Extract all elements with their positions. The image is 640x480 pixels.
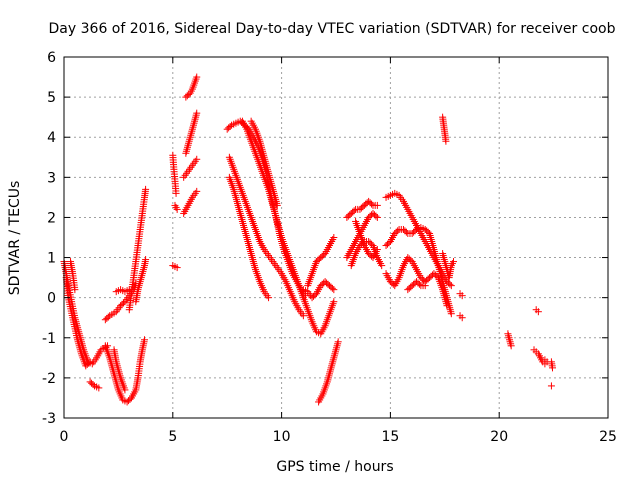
x-tick-label: 0	[60, 429, 69, 445]
data-point	[507, 342, 515, 350]
y-tick-label: 0	[47, 291, 56, 307]
data-point	[458, 314, 466, 322]
data-point	[415, 280, 423, 288]
y-tick-label: -1	[42, 331, 56, 347]
x-tick-label: 15	[381, 429, 399, 445]
data-point	[299, 312, 307, 320]
data-point	[89, 381, 97, 389]
data-point	[534, 308, 542, 316]
data-point	[193, 109, 201, 117]
y-tick-label: 6	[47, 50, 56, 66]
data-point	[458, 292, 466, 300]
y-axis-label: SDTVAR / TECUs	[7, 181, 23, 296]
data-point	[442, 137, 450, 145]
data-point	[86, 358, 94, 366]
data-point	[334, 338, 342, 346]
x-tick-label: 5	[168, 429, 177, 445]
plot-frame	[63, 56, 609, 419]
data-points	[60, 73, 557, 406]
data-point	[193, 73, 201, 81]
data-point	[193, 187, 201, 195]
x-tick-label: 10	[273, 429, 291, 445]
y-tick-label: 1	[47, 251, 56, 267]
data-point	[446, 280, 454, 288]
y-tick-label: 3	[47, 170, 56, 186]
data-point	[142, 256, 150, 264]
data-point	[95, 384, 103, 392]
data-point	[447, 282, 455, 290]
data-point	[172, 189, 180, 197]
data-point	[273, 201, 281, 209]
y-tick-label: -2	[42, 371, 56, 387]
y-tick-label: 5	[47, 90, 56, 106]
y-tick-label: 4	[47, 130, 56, 146]
data-point	[193, 155, 201, 163]
data-point	[173, 264, 181, 272]
data-point	[85, 359, 93, 367]
data-point	[443, 302, 451, 310]
data-point	[372, 212, 380, 220]
x-axis-label: GPS time / hours	[276, 459, 393, 475]
y-tick-label: 2	[47, 210, 56, 226]
y-tick-label: -3	[42, 411, 56, 427]
data-point	[373, 201, 381, 209]
x-tick-label: 25	[599, 429, 617, 445]
data-point	[547, 382, 555, 390]
data-point	[328, 284, 336, 292]
data-point	[104, 313, 112, 321]
data-point	[394, 227, 402, 235]
data-point	[265, 294, 273, 302]
chart-title: Day 366 of 2016, Sidereal Day-to-day VTE…	[49, 21, 616, 37]
data-point	[141, 336, 149, 344]
data-point	[330, 286, 338, 294]
data-point	[373, 246, 381, 254]
data-point	[330, 234, 338, 241]
data-point	[373, 213, 381, 221]
data-point	[368, 200, 376, 208]
axis-ticks: 0 5 10 15 20 25 -3 -2 -1 0 1 2 3 4 5 6	[42, 50, 617, 445]
data-point	[330, 298, 338, 306]
data-point	[71, 286, 79, 294]
data-point	[402, 228, 410, 236]
data-point	[173, 205, 181, 213]
data-point	[447, 310, 455, 318]
data-point	[411, 227, 419, 235]
data-point	[142, 185, 150, 193]
data-point	[549, 364, 557, 372]
x-tick-label: 20	[490, 429, 508, 445]
data-point	[450, 258, 458, 266]
data-point	[350, 207, 358, 215]
grid-lines	[64, 57, 608, 418]
data-point	[226, 123, 234, 131]
data-point	[378, 262, 386, 270]
data-point	[121, 386, 129, 394]
data-point	[421, 282, 429, 290]
data-point	[119, 299, 127, 307]
